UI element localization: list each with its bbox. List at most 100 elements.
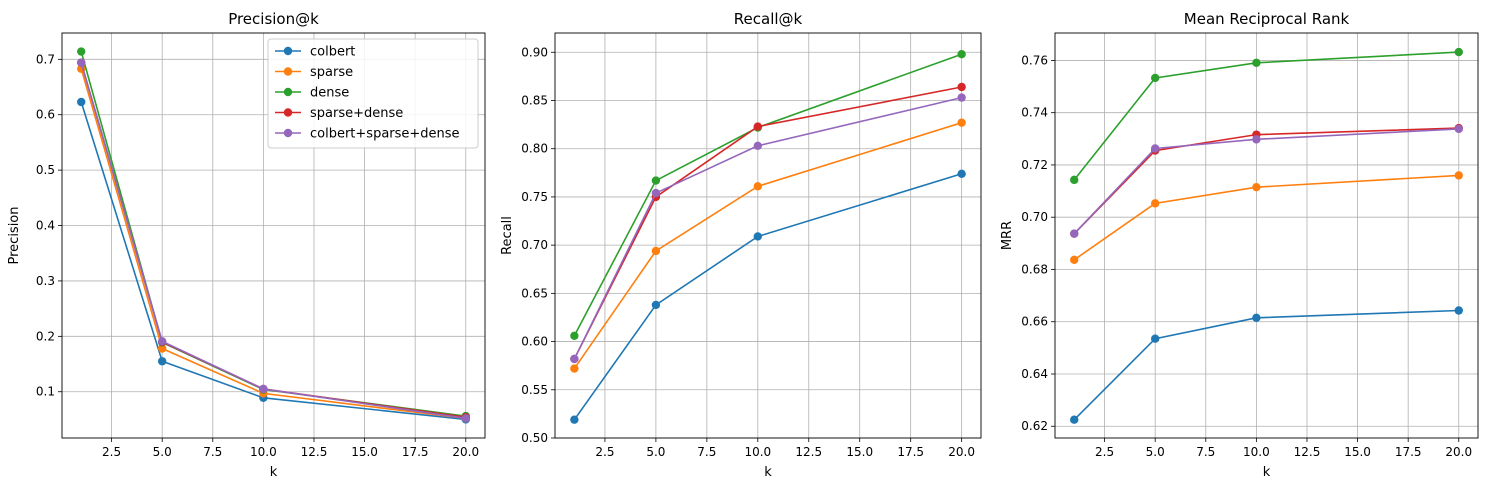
precision-x-axis-label: k: [270, 465, 278, 480]
precision-y-tick-label: 0.7: [36, 52, 55, 66]
legend-marker-colbert+sparse+dense: [283, 128, 293, 138]
mrr-y-tick-label: 0.70: [1021, 210, 1048, 224]
recall-x-tick-label: 5.0: [646, 445, 665, 459]
recall-x-tick-label: 12.5: [795, 445, 822, 459]
precision-x-tick-label: 2.5: [102, 445, 121, 459]
legend-marker-dense: [283, 87, 293, 97]
mrr-point-colbert: [1252, 313, 1261, 323]
mrr-point-dense: [1252, 58, 1261, 67]
recall-point-colbert+sparse+dense: [651, 188, 661, 198]
precision-y-axis-label: Precision: [7, 206, 22, 264]
recall-x-tick-label: 20.0: [948, 445, 975, 459]
precision-series-line-colbert: [80, 101, 466, 421]
precision-x-tick-label: 12.5: [301, 445, 328, 459]
recall-series-line-dense: [573, 53, 962, 337]
recall-point-colbert+sparse+dense: [957, 93, 966, 102]
legend-marker-colbert: [283, 46, 293, 56]
mrr-y-tick-label: 0.62: [1021, 419, 1048, 433]
mrr-axes-frame: [1054, 32, 1479, 439]
precision-axes-frame: [61, 32, 486, 439]
legend-label: colbert+sparse+dense: [310, 127, 460, 142]
precision-point-colbert: [77, 97, 86, 107]
recall-point-sparse: [957, 118, 966, 127]
legend: colbert sparse dense sparse+dense colbert+sp…: [267, 38, 479, 149]
legend-marker-sparse+dense: [283, 108, 293, 117]
precision-y-tick-label: 0.4: [36, 219, 55, 233]
precision-y-tick-label: 0.1: [36, 385, 55, 399]
precision-point-colbert+sparse+dense: [259, 384, 268, 394]
mrr-point-colbert: [1454, 306, 1463, 315]
recall-y-tick-label: 0.75: [521, 190, 548, 204]
recall-y-tick-label: 0.55: [521, 383, 548, 397]
mrr-title: Mean Reciprocal Rank: [1184, 10, 1350, 28]
mrr-point-colbert: [1070, 415, 1079, 424]
recall-y-tick-label: 0.50: [521, 431, 548, 445]
mrr-point-sparse: [1150, 199, 1160, 208]
precision-title: Precision@k: [228, 10, 319, 28]
mrr-point-sparse: [1454, 171, 1463, 180]
recall-point-colbert+sparse+dense: [570, 354, 579, 364]
mrr-point-colbert+sparse+dense: [1150, 144, 1160, 153]
mrr-point-sparse: [1252, 182, 1261, 192]
recall-y-tick-label: 0.65: [521, 286, 548, 300]
mrr-point-colbert+sparse+dense: [1070, 229, 1079, 238]
mrr-point-dense: [1454, 47, 1463, 57]
recall-x-tick-label: 17.5: [897, 445, 924, 459]
mrr-series-line-colbert+sparse+dense: [1073, 128, 1459, 235]
precision-point-sparse: [157, 344, 167, 353]
precision-series-line-sparse: [80, 68, 466, 420]
recall-y-tick-label: 0.90: [521, 45, 548, 59]
recall-y-tick-label: 0.60: [521, 335, 548, 349]
recall-point-colbert: [957, 169, 966, 178]
recall-point-colbert: [570, 415, 579, 424]
recall-panel: 2.5 5.0 7.5 10.0 12.5 15.0 17.5 20.0 0.50 0.55 0.6…: [500, 10, 982, 480]
precision-x-tick-label: 17.5: [402, 445, 429, 459]
mrr-panel: 2.5 5.0 7.5 10.0 12.5 15.0 17.5 20.0 0.62 0.64 0.6…: [1000, 10, 1479, 480]
recall-y-tick-label: 0.70: [521, 238, 548, 252]
mrr-y-tick-label: 0.76: [1021, 53, 1048, 67]
precision-point-colbert+sparse+dense: [461, 414, 470, 423]
mrr-x-tick-label: 17.5: [1395, 445, 1422, 459]
mrr-x-tick-label: 20.0: [1445, 445, 1472, 459]
recall-title: Recall@k: [734, 10, 803, 28]
recall-point-dense: [957, 50, 966, 59]
precision-panel: 2.5 5.0 7.5 10.0 12.5 15.0 17.5 20.0 0.1 0.2 0.3 0.…: [7, 10, 486, 480]
precision-y-tick-label: 0.3: [36, 274, 55, 288]
recall-x-tick-label: 10.0: [744, 445, 771, 459]
recall-x-axis-label: k: [764, 465, 772, 480]
mrr-y-axis-label: MRR: [1000, 221, 1015, 250]
mrr-point-dense: [1150, 73, 1160, 83]
recall-point-colbert: [651, 300, 661, 310]
mrr-series-line-dense: [1073, 51, 1459, 181]
precision-y-tick-label: 0.6: [36, 108, 55, 122]
mrr-point-colbert: [1150, 334, 1160, 343]
mrr-x-tick-label: 10.0: [1243, 445, 1270, 459]
precision-point-colbert+sparse+dense: [77, 58, 86, 67]
mrr-x-tick-label: 5.0: [1146, 445, 1165, 459]
precision-x-tick-label: 20.0: [452, 445, 479, 459]
precision-x-tick-label: 15.0: [351, 445, 378, 459]
mrr-point-colbert+sparse+dense: [1454, 124, 1463, 134]
precision-point-colbert+sparse+dense: [157, 337, 167, 346]
precision-point-dense: [77, 47, 86, 56]
recall-point-sparse+dense: [957, 82, 966, 92]
mrr-x-tick-label: 7.5: [1196, 445, 1215, 459]
mrr-y-tick-label: 0.68: [1021, 262, 1048, 276]
recall-y-tick-label: 0.85: [521, 94, 548, 108]
mrr-x-tick-label: 2.5: [1095, 445, 1114, 459]
precision-y-tick-label: 0.5: [36, 163, 55, 177]
precision-series-line-colbert+sparse+dense: [80, 62, 466, 420]
recall-series-line-colbert: [573, 173, 962, 421]
mrr-y-tick-label: 0.72: [1021, 158, 1048, 172]
recall-point-sparse+dense: [753, 122, 763, 131]
legend-label: dense: [310, 86, 349, 101]
mrr-x-tick-label: 12.5: [1294, 445, 1321, 459]
precision-y-tick-label: 0.2: [36, 329, 55, 343]
legend-marker-sparse: [283, 67, 293, 76]
mrr-x-tick-label: 15.0: [1344, 445, 1371, 459]
recall-series-line-colbert+sparse+dense: [573, 96, 962, 360]
mrr-point-colbert+sparse+dense: [1252, 135, 1261, 144]
recall-y-tick-label: 0.80: [521, 142, 548, 156]
recall-y-axis-label: Recall: [500, 216, 515, 255]
